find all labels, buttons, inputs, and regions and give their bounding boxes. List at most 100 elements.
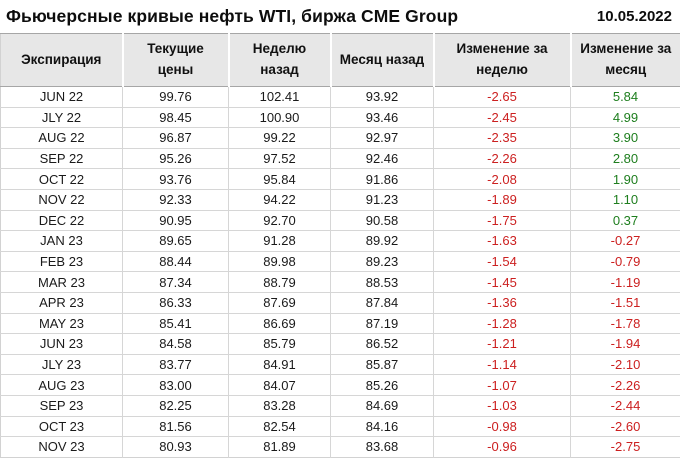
- cell-current-price: 92.33: [122, 189, 229, 211]
- cell-expiration: SEP 23: [0, 395, 123, 417]
- cell-week-change: -1.28: [433, 313, 571, 335]
- cell-month-ago: 92.46: [330, 148, 434, 170]
- cell-month-ago: 89.92: [330, 230, 434, 252]
- cell-current-price: 90.95: [122, 210, 229, 232]
- cell-expiration: AUG 22: [0, 127, 123, 149]
- cell-current-price: 83.77: [122, 354, 229, 376]
- cell-week-ago: 94.22: [228, 189, 331, 211]
- titlebar: Фьючерсные кривые нефть WTI, биржа CME G…: [0, 0, 680, 33]
- cell-current-price: 89.65: [122, 230, 229, 252]
- table-row: OCT 22 93.76 95.84 91.86 -2.08 1.90: [0, 168, 680, 190]
- cell-week-change: -1.75: [433, 210, 571, 232]
- cell-week-ago: 91.28: [228, 230, 331, 252]
- cell-month-ago: 88.53: [330, 271, 434, 293]
- cell-month-ago: 84.16: [330, 416, 434, 438]
- cell-expiration: JUN 22: [0, 86, 123, 108]
- cell-week-ago: 87.69: [228, 292, 331, 314]
- cell-month-change: -1.19: [570, 271, 680, 293]
- cell-week-change: -1.89: [433, 189, 571, 211]
- cell-expiration: AUG 23: [0, 374, 123, 396]
- col-header-month-change: Изменение за месяц: [569, 33, 680, 87]
- cell-month-ago: 85.87: [330, 354, 434, 376]
- cell-expiration: FEB 23: [0, 251, 123, 273]
- cell-month-change: -2.60: [570, 416, 680, 438]
- table-row: FEB 23 88.44 89.98 89.23 -1.54 -0.79: [0, 251, 680, 273]
- cell-current-price: 82.25: [122, 395, 229, 417]
- cell-month-ago: 83.68: [330, 436, 434, 458]
- cell-week-ago: 100.90: [228, 107, 331, 129]
- table-head: Экспирация Текущие цены Неделю назад Мес…: [0, 33, 680, 87]
- cell-current-price: 88.44: [122, 251, 229, 273]
- cell-month-change: -2.10: [570, 354, 680, 376]
- cell-month-ago: 86.52: [330, 333, 434, 355]
- date-label: 10.05.2022: [596, 8, 672, 25]
- cell-expiration: JLY 22: [0, 107, 123, 129]
- cell-month-ago: 92.97: [330, 127, 434, 149]
- cell-current-price: 98.45: [122, 107, 229, 129]
- cell-current-price: 93.76: [122, 168, 229, 190]
- cell-week-ago: 92.70: [228, 210, 331, 232]
- cell-current-price: 80.93: [122, 436, 229, 458]
- cell-month-change: -2.44: [570, 395, 680, 417]
- cell-expiration: JUN 23: [0, 333, 123, 355]
- cell-week-change: -1.07: [433, 374, 571, 396]
- cell-current-price: 95.26: [122, 148, 229, 170]
- cell-week-change: -0.96: [433, 436, 571, 458]
- cell-week-ago: 85.79: [228, 333, 331, 355]
- cell-week-change: -2.08: [433, 168, 571, 190]
- col-header-week-ago: Неделю назад: [227, 33, 331, 87]
- cell-week-ago: 97.52: [228, 148, 331, 170]
- cell-week-ago: 88.79: [228, 271, 331, 293]
- cell-current-price: 86.33: [122, 292, 229, 314]
- cell-month-change: 5.84: [570, 86, 680, 108]
- cell-month-ago: 91.86: [330, 168, 434, 190]
- col-header-month-ago: Месяц назад: [329, 33, 434, 87]
- table-row: AUG 22 96.87 99.22 92.97 -2.35 3.90: [0, 127, 680, 149]
- cell-expiration: MAY 23: [0, 313, 123, 335]
- table-row: JUN 22 99.76 102.41 93.92 -2.65 5.84: [0, 86, 680, 108]
- cell-expiration: JAN 23: [0, 230, 123, 252]
- cell-expiration: APR 23: [0, 292, 123, 314]
- cell-week-ago: 81.89: [228, 436, 331, 458]
- cell-month-change: -1.78: [570, 313, 680, 335]
- table-row: MAY 23 85.41 86.69 87.19 -1.28 -1.78: [0, 313, 680, 335]
- cell-expiration: NOV 23: [0, 436, 123, 458]
- cell-week-change: -1.45: [433, 271, 571, 293]
- table-row: JLY 22 98.45 100.90 93.46 -2.45 4.99: [0, 107, 680, 129]
- cell-month-ago: 93.92: [330, 86, 434, 108]
- col-header-week-change: Изменение за неделю: [432, 33, 571, 87]
- table-row: DEC 22 90.95 92.70 90.58 -1.75 0.37: [0, 210, 680, 232]
- cell-week-change: -1.54: [433, 251, 571, 273]
- table-row: JUN 23 84.58 85.79 86.52 -1.21 -1.94: [0, 333, 680, 355]
- cell-month-ago: 90.58: [330, 210, 434, 232]
- cell-current-price: 85.41: [122, 313, 229, 335]
- cell-month-change: 0.37: [570, 210, 680, 232]
- cell-month-change: -1.94: [570, 333, 680, 355]
- table-row: NOV 23 80.93 81.89 83.68 -0.96 -2.75: [0, 436, 680, 458]
- table-row: SEP 23 82.25 83.28 84.69 -1.03 -2.44: [0, 395, 680, 417]
- cell-week-ago: 89.98: [228, 251, 331, 273]
- cell-week-change: -2.45: [433, 107, 571, 129]
- cell-week-ago: 83.28: [228, 395, 331, 417]
- table-row: MAR 23 87.34 88.79 88.53 -1.45 -1.19: [0, 271, 680, 293]
- cell-month-change: -0.79: [570, 251, 680, 273]
- cell-current-price: 99.76: [122, 86, 229, 108]
- table-row: APR 23 86.33 87.69 87.84 -1.36 -1.51: [0, 292, 680, 314]
- cell-week-ago: 82.54: [228, 416, 331, 438]
- cell-month-change: -2.75: [570, 436, 680, 458]
- cell-month-change: -2.26: [570, 374, 680, 396]
- cell-week-change: -2.65: [433, 86, 571, 108]
- cell-expiration: NOV 22: [0, 189, 123, 211]
- col-header-expiration: Экспирация: [0, 33, 123, 87]
- cell-expiration: OCT 23: [0, 416, 123, 438]
- cell-month-change: 2.80: [570, 148, 680, 170]
- cell-week-ago: 84.07: [228, 374, 331, 396]
- cell-month-change: 1.90: [570, 168, 680, 190]
- cell-current-price: 83.00: [122, 374, 229, 396]
- cell-month-ago: 87.84: [330, 292, 434, 314]
- table-row: SEP 22 95.26 97.52 92.46 -2.26 2.80: [0, 148, 680, 170]
- cell-week-change: -0.98: [433, 416, 571, 438]
- cell-current-price: 87.34: [122, 271, 229, 293]
- cell-month-ago: 89.23: [330, 251, 434, 273]
- cell-month-change: 3.90: [570, 127, 680, 149]
